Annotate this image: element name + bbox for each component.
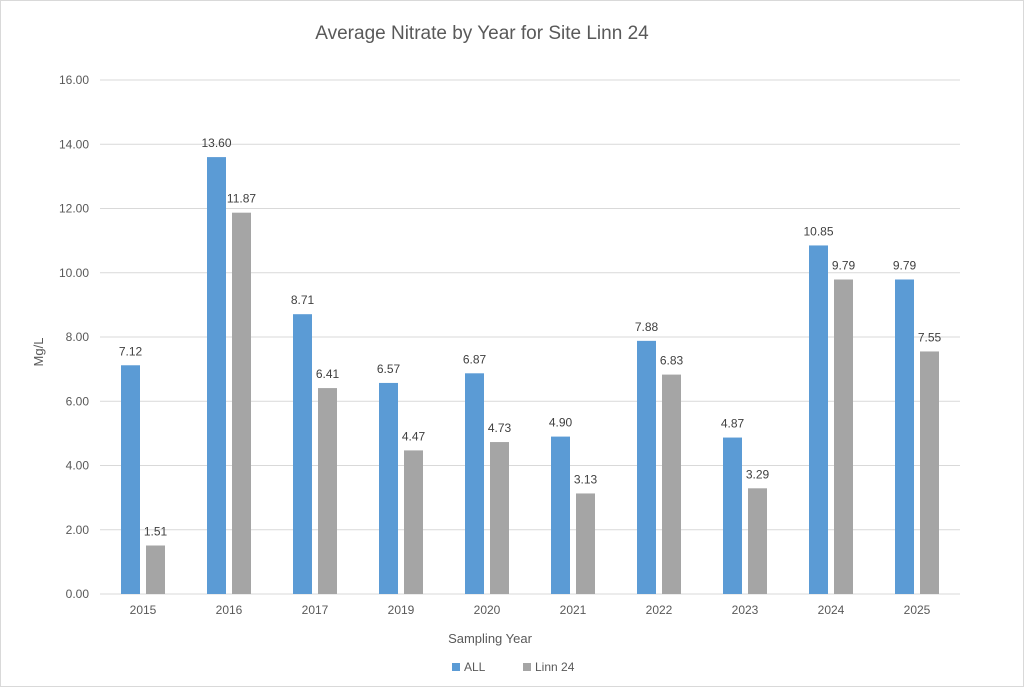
bar-linn-24-2025 — [920, 351, 939, 594]
gridlines — [100, 79, 960, 595]
bar-all-2019 — [379, 382, 398, 594]
data-label: 9.79 — [832, 258, 856, 272]
bar-linn-24-2015 — [146, 545, 165, 594]
data-label: 7.55 — [918, 330, 942, 344]
x-tick-label: 2020 — [474, 603, 501, 617]
legend: ALL Linn 24 — [452, 660, 575, 674]
y-tick-label: 0.00 — [66, 587, 90, 601]
x-tick-label: 2017 — [302, 603, 329, 617]
bar-all-2023 — [723, 437, 742, 594]
bar-linn-24-2019 — [404, 450, 423, 594]
y-tick-label: 2.00 — [66, 523, 90, 537]
bar-all-2022 — [637, 340, 656, 594]
x-axis-ticks: 2015 2016 2017 2019 2020 2021 2022 2023 2024 2025 — [130, 603, 931, 617]
bar-linn-24-2016 — [232, 212, 251, 594]
data-label: 10.85 — [803, 224, 833, 238]
y-axis-title: Mg/L — [31, 338, 46, 367]
legend-swatch — [523, 663, 531, 671]
data-label: 6.87 — [463, 352, 487, 366]
x-tick-label: 2021 — [560, 603, 587, 617]
x-tick-label: 2019 — [388, 603, 415, 617]
data-label: 7.88 — [635, 320, 659, 334]
data-label: 6.83 — [660, 354, 684, 368]
legend-swatch — [452, 663, 460, 671]
x-tick-label: 2023 — [732, 603, 759, 617]
bars — [121, 157, 939, 594]
data-label: 4.47 — [402, 429, 426, 443]
bar-linn-24-2021 — [576, 493, 595, 594]
y-tick-label: 6.00 — [66, 394, 90, 408]
data-label: 4.87 — [721, 417, 745, 431]
y-axis-ticks: 0.00 2.00 4.00 6.00 8.00 10.00 12.00 14.00 16.00 — [59, 73, 89, 601]
data-label: 4.73 — [488, 421, 512, 435]
y-tick-label: 4.00 — [66, 459, 90, 473]
y-tick-label: 12.00 — [59, 202, 89, 216]
x-tick-label: 2015 — [130, 603, 157, 617]
bar-linn-24-2024 — [834, 279, 853, 594]
data-label: 8.71 — [291, 293, 315, 307]
legend-label: ALL — [464, 660, 486, 674]
data-label: 13.60 — [201, 136, 231, 150]
legend-label: Linn 24 — [535, 660, 575, 674]
bar-all-2017 — [293, 314, 312, 594]
x-axis-title: Sampling Year — [448, 631, 533, 646]
data-label: 4.90 — [549, 416, 573, 430]
x-tick-label: 2022 — [646, 603, 673, 617]
bar-linn-24-2020 — [490, 442, 509, 594]
x-tick-label: 2025 — [904, 603, 931, 617]
bar-all-2016 — [207, 157, 226, 594]
x-tick-label: 2024 — [818, 603, 845, 617]
bar-all-2021 — [551, 436, 570, 594]
data-label: 3.13 — [574, 472, 598, 486]
y-tick-label: 16.00 — [59, 73, 89, 87]
data-label: 3.29 — [746, 467, 770, 481]
data-label: 1.51 — [144, 524, 168, 538]
y-tick-label: 14.00 — [59, 137, 89, 151]
y-tick-label: 8.00 — [66, 330, 90, 344]
data-labels: 7.12 1.51 13.60 11.87 8.71 6.41 6.57 4.47 6.87 4.… — [119, 136, 942, 538]
data-label: 6.41 — [316, 367, 340, 381]
bar-linn-24-2023 — [748, 488, 767, 594]
bar-linn-24-2017 — [318, 388, 337, 594]
bar-all-2020 — [465, 373, 484, 594]
bar-all-2025 — [895, 279, 914, 594]
data-label: 7.12 — [119, 344, 143, 358]
data-label: 9.79 — [893, 258, 917, 272]
data-label: 6.57 — [377, 362, 401, 376]
bar-linn-24-2022 — [662, 374, 681, 594]
bar-all-2015 — [121, 365, 140, 594]
x-tick-label: 2016 — [216, 603, 243, 617]
y-tick-label: 10.00 — [59, 266, 89, 280]
chart-title: Average Nitrate by Year for Site Linn 24 — [315, 23, 649, 44]
data-label: 11.87 — [227, 192, 256, 206]
bar-all-2024 — [809, 245, 828, 594]
